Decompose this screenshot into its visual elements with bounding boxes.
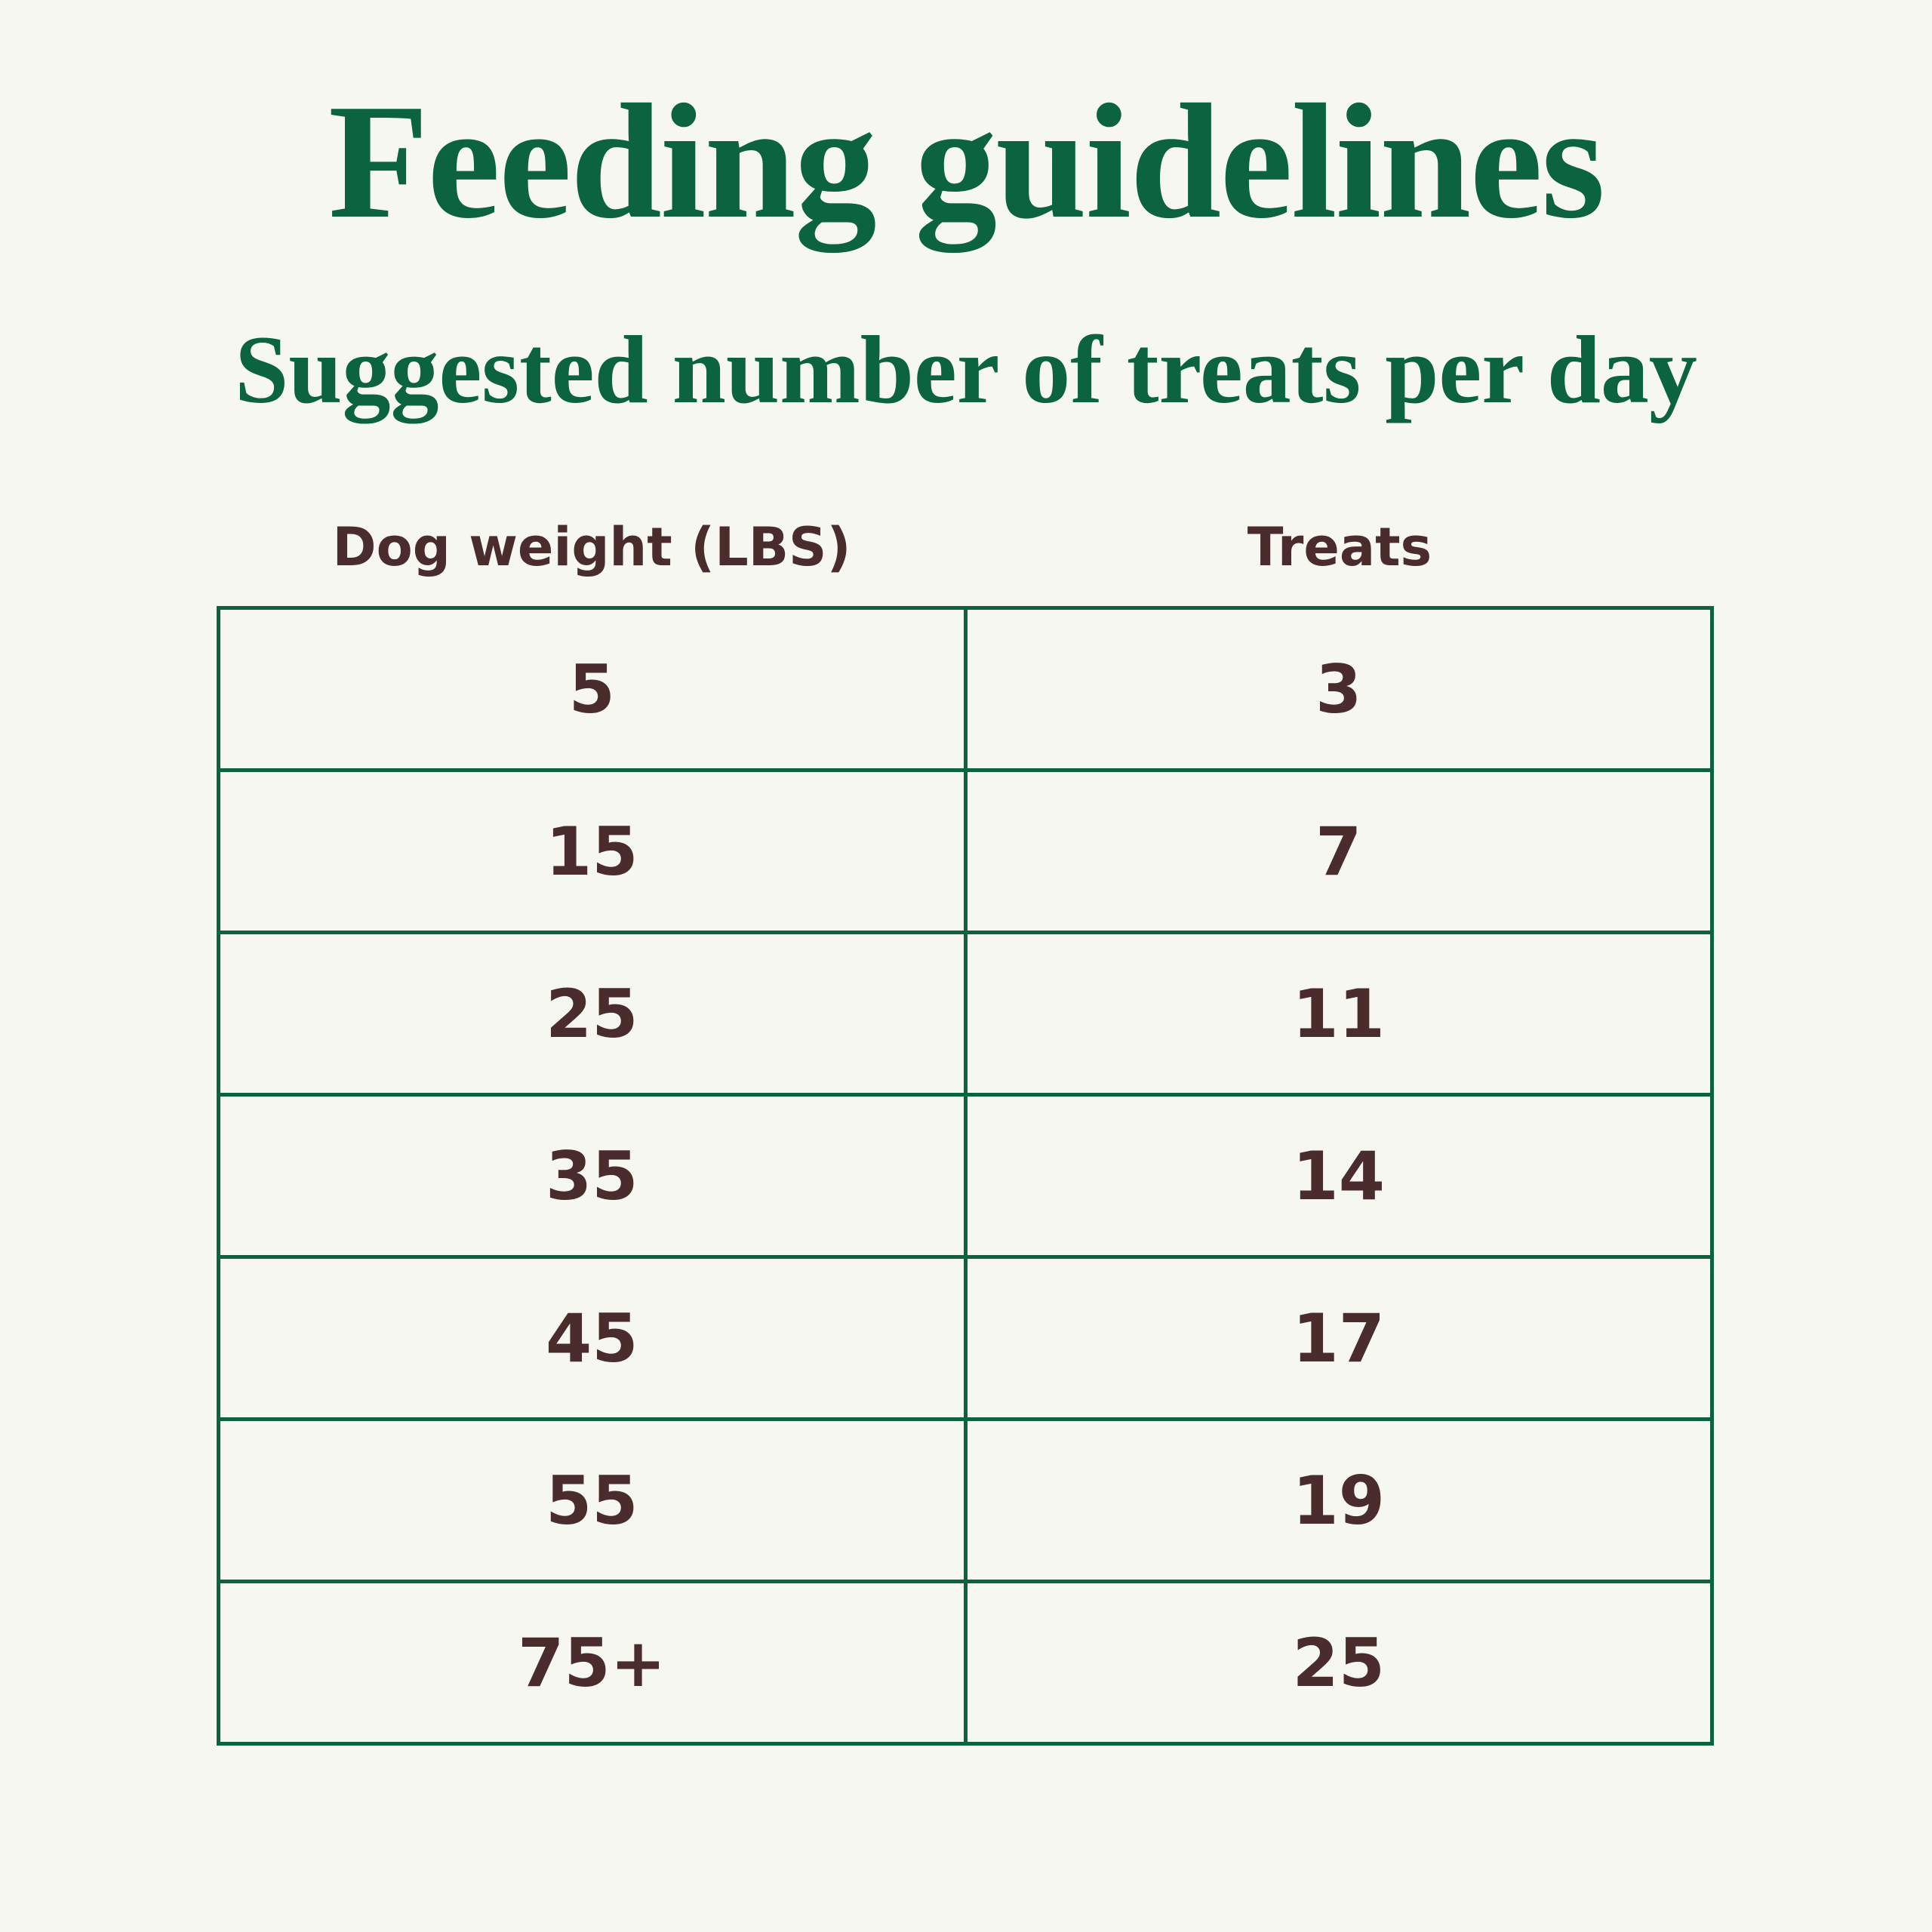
table-cell: 15 xyxy=(217,768,968,934)
table-cell: 75+ xyxy=(217,1580,968,1746)
table-cell: 3 xyxy=(963,606,1714,772)
table-cell: 11 xyxy=(963,931,1714,1097)
table-cell: 55 xyxy=(217,1417,968,1583)
table-cell: 45 xyxy=(217,1255,968,1421)
table-row: 45 17 xyxy=(217,1255,1714,1421)
table-row: 25 11 xyxy=(217,931,1714,1097)
table-row: 15 7 xyxy=(217,768,1714,934)
table-cell: 17 xyxy=(963,1255,1714,1421)
table-cell: 35 xyxy=(217,1093,968,1259)
table: 5 3 15 7 25 11 35 14 45 17 55 19 75+ 25 xyxy=(217,606,1714,1746)
table-cell: 25 xyxy=(217,931,968,1097)
title: Feeding guidelines xyxy=(328,71,1605,253)
column-header: Dog weight (LBS) xyxy=(332,516,851,578)
table-cell: 7 xyxy=(963,768,1714,934)
subtitle: Suggested number of treats per day xyxy=(235,316,1697,423)
table-row: 55 19 xyxy=(217,1417,1714,1583)
table-cell: 19 xyxy=(963,1417,1714,1583)
column-header: Treats xyxy=(1247,516,1432,578)
table-cell: 14 xyxy=(963,1093,1714,1259)
table-row: 35 14 xyxy=(217,1093,1714,1259)
table-cell: 25 xyxy=(963,1580,1714,1746)
table-row: 75+ 25 xyxy=(217,1580,1714,1746)
table-cell: 5 xyxy=(217,606,968,772)
